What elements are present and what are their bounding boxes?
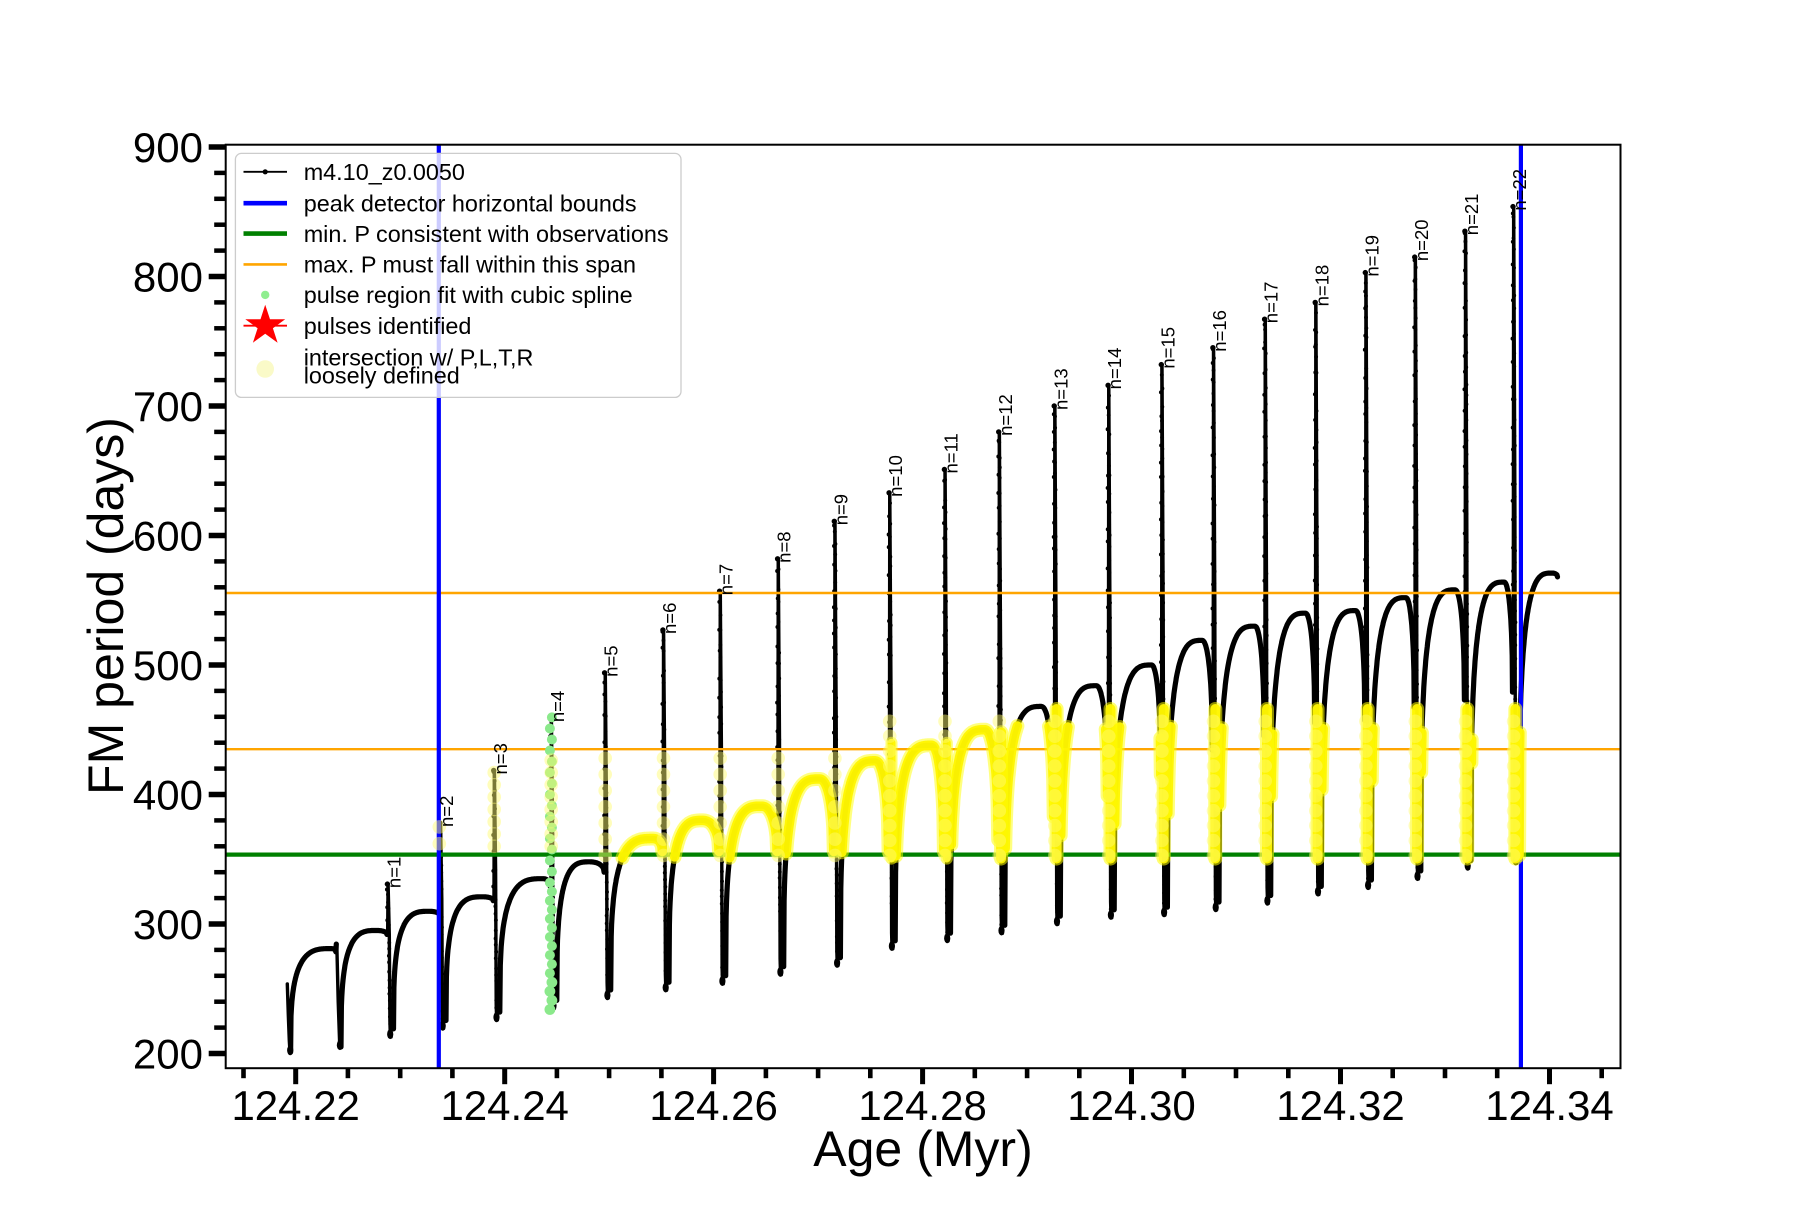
svg-text:n=9: n=9 [830, 494, 851, 525]
svg-text:n=18: n=18 [1311, 265, 1332, 307]
svg-text:124.30: 124.30 [1067, 1082, 1195, 1129]
svg-text:n=20: n=20 [1411, 219, 1432, 261]
svg-text:pulses identified: pulses identified [304, 313, 472, 339]
svg-text:n=16: n=16 [1209, 310, 1230, 352]
svg-text:700: 700 [133, 383, 203, 430]
svg-text:n=21: n=21 [1461, 194, 1482, 236]
svg-text:n=15: n=15 [1157, 327, 1178, 369]
svg-text:pulse region fit with cubic sp: pulse region fit with cubic spline [304, 282, 633, 308]
svg-text:124.26: 124.26 [649, 1082, 777, 1129]
svg-text:Age (Myr): Age (Myr) [813, 1121, 1032, 1177]
svg-text:900: 900 [133, 124, 203, 171]
svg-text:n=8: n=8 [774, 531, 795, 562]
svg-text:124.32: 124.32 [1276, 1082, 1404, 1129]
svg-text:max. P must fall within this s: max. P must fall within this span [304, 252, 636, 278]
svg-text:124.24: 124.24 [440, 1082, 568, 1129]
svg-text:FM period (days): FM period (days) [78, 417, 134, 795]
svg-text:n=5: n=5 [601, 645, 622, 676]
svg-text:124.28: 124.28 [858, 1082, 986, 1129]
svg-text:n=6: n=6 [659, 603, 680, 634]
svg-text:800: 800 [133, 254, 203, 301]
svg-text:600: 600 [133, 513, 203, 560]
svg-text:500: 500 [133, 642, 203, 689]
svg-text:m4.10_z0.0050: m4.10_z0.0050 [304, 159, 465, 185]
svg-text:n=2: n=2 [436, 796, 457, 827]
svg-text:loosely defined: loosely defined [304, 362, 460, 388]
svg-text:peak detector horizontal bound: peak detector horizontal bounds [304, 190, 637, 216]
svg-text:n=22: n=22 [1509, 169, 1530, 211]
svg-text:min. P consistent with observa: min. P consistent with observations [304, 221, 669, 247]
svg-text:n=13: n=13 [1050, 368, 1071, 410]
svg-text:124.22: 124.22 [231, 1082, 359, 1129]
svg-text:n=4: n=4 [547, 691, 568, 722]
svg-text:124.34: 124.34 [1485, 1082, 1613, 1129]
svg-text:n=3: n=3 [490, 743, 511, 774]
svg-text:n=10: n=10 [885, 455, 906, 497]
svg-text:200: 200 [133, 1031, 203, 1078]
svg-text:n=1: n=1 [384, 857, 405, 888]
svg-text:intersection w/ P,L,T,R: intersection w/ P,L,T,R [304, 344, 534, 370]
svg-text:n=11: n=11 [941, 433, 962, 473]
svg-text:300: 300 [133, 901, 203, 948]
svg-text:n=17: n=17 [1261, 282, 1282, 324]
svg-text:n=14: n=14 [1104, 348, 1125, 390]
svg-text:n=19: n=19 [1361, 235, 1382, 277]
svg-text:n=12: n=12 [995, 394, 1016, 436]
svg-text:n=7: n=7 [716, 564, 737, 595]
svg-text:400: 400 [133, 772, 203, 819]
